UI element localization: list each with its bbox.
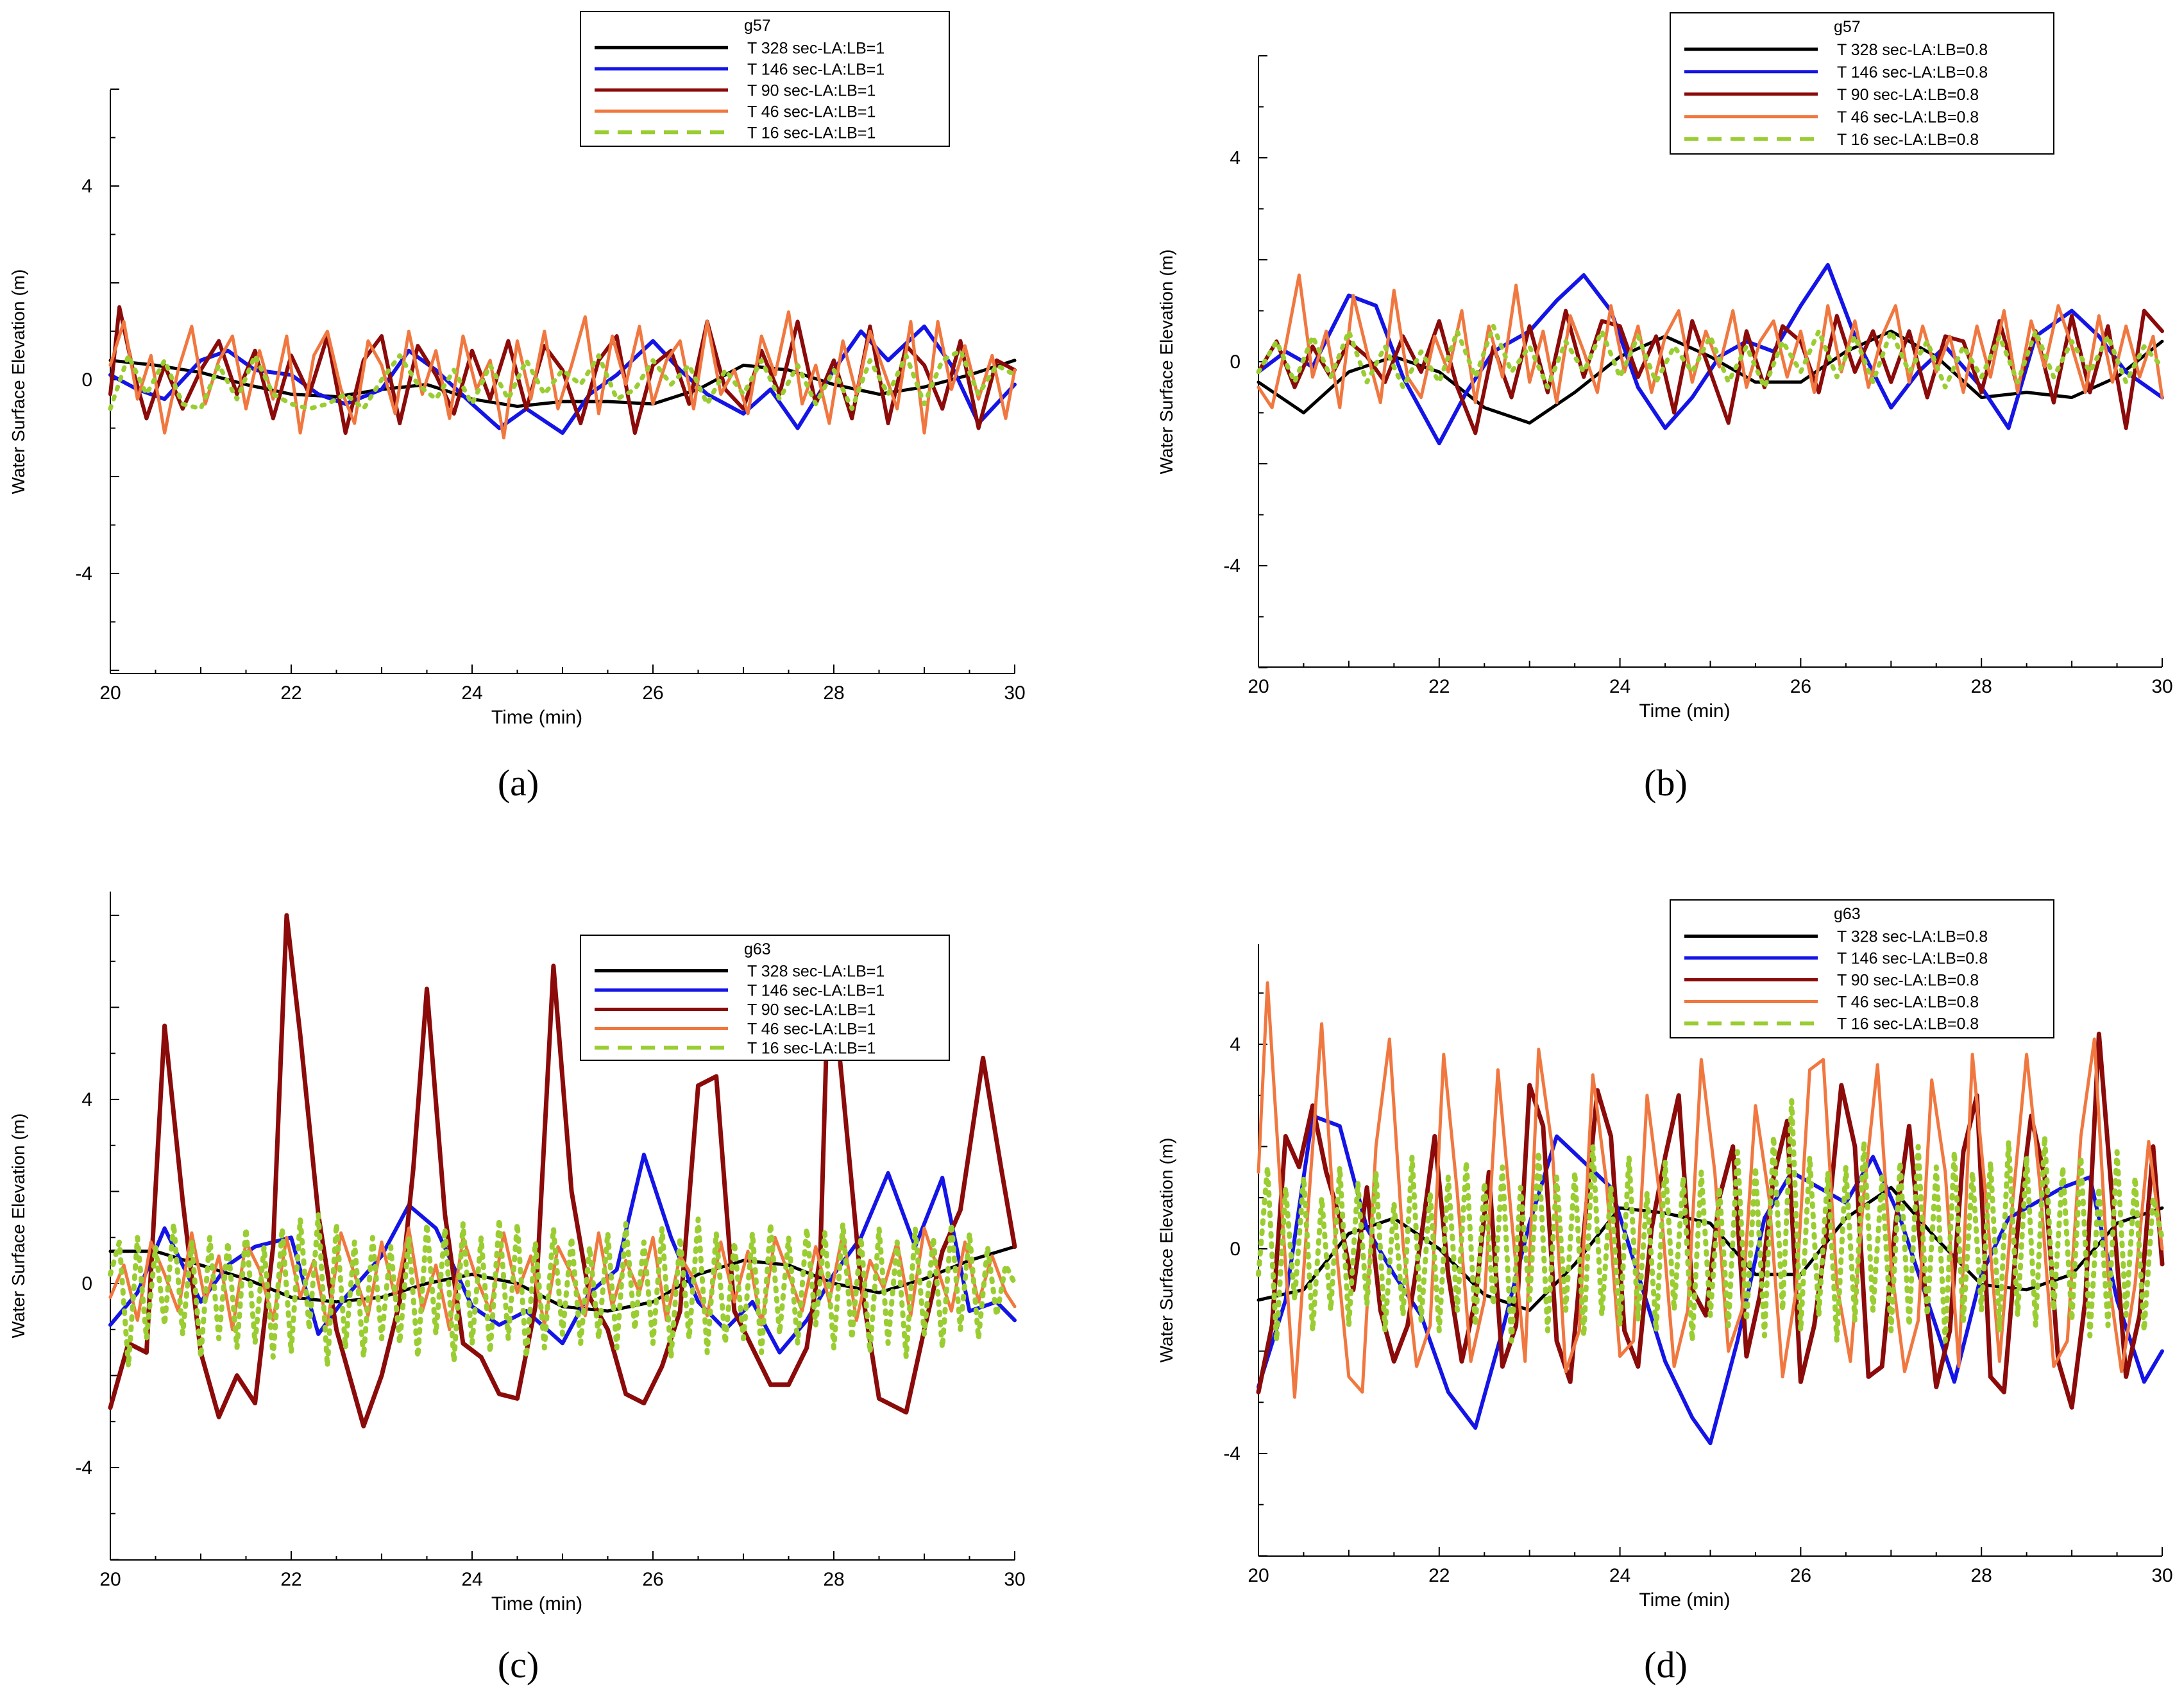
legend-label: T 46 sec-LA:LB=1	[747, 1021, 876, 1038]
x-tick-label: 30	[2151, 676, 2172, 697]
x-tick-label: 24	[1609, 676, 1630, 697]
legend-label: T 146 sec-LA:LB=0.8	[1837, 64, 1988, 81]
y-tick-label: 0	[81, 369, 92, 391]
x-axis-label: Time (min)	[1639, 700, 1730, 722]
x-tick-label: 30	[1004, 682, 1025, 704]
x-tick-label: 28	[823, 682, 844, 704]
series-line-T90	[110, 307, 1015, 433]
legend-label: T 146 sec-LA:LB=0.8	[1837, 950, 1988, 968]
legend-label: T 16 sec-LA:LB=0.8	[1837, 1015, 1979, 1033]
chart-panel-c: -4 0 4 20 22 24 26 28 30 Time (min) Water Surface …	[8, 892, 1026, 1686]
x-tick-label: 24	[1609, 1565, 1630, 1586]
y-tick-label: 0	[1230, 352, 1240, 373]
legend-label: T 46 sec-LA:LB=1	[747, 103, 876, 121]
legend-label: T 328 sec-LA:LB=0.8	[1837, 928, 1988, 946]
x-tick-label: 22	[1428, 1565, 1450, 1586]
legend: g63 T 328 sec-LA:LB=0.8 T 146 sec-LA:LB=0.…	[1670, 900, 2054, 1038]
legend-label: T 328 sec-LA:LB=0.8	[1837, 41, 1988, 59]
y-tick-label: 0	[1230, 1239, 1240, 1260]
x-tick-label: 26	[1790, 676, 1811, 697]
x-tick-label: 26	[642, 682, 663, 704]
y-tick-label: 4	[1230, 148, 1240, 169]
chart-panel-b: -4 0 4 20 22 24 26 28 30 Time (min) Water Surface …	[1156, 13, 2173, 804]
y-tick-label: -4	[1223, 555, 1240, 577]
y-axis-label: Water Surface Elevation (m)	[8, 1114, 28, 1339]
x-tick-label: 24	[461, 682, 482, 704]
legend-title: g63	[744, 940, 771, 958]
x-axis-label: Time (min)	[491, 1593, 582, 1614]
x-tick-label: 30	[1004, 1569, 1025, 1590]
legend-label: T 146 sec-LA:LB=1	[747, 60, 885, 78]
chart-panel-a: -4 0 4 20 22 24 26 28 30 Time (min) Water Surface …	[8, 12, 1026, 804]
legend-label: T 328 sec-LA:LB=1	[747, 963, 885, 981]
y-tick-label: 0	[81, 1273, 92, 1294]
legend-title: g63	[1834, 905, 1861, 923]
figure: -4 0 4 20 22 24 26 28 30 Time (min) Water Surface …	[0, 0, 2184, 1694]
legend-title: g57	[744, 17, 771, 35]
panel-caption: (b)	[1644, 762, 1688, 804]
legend-title: g57	[1834, 18, 1861, 36]
legend: g57 T 328 sec-LA:LB=1 T 146 sec-LA:LB=1 T 9…	[580, 12, 949, 146]
x-tick-label: 30	[2151, 1565, 2172, 1586]
legend-label: T 16 sec-LA:LB=1	[747, 1040, 876, 1058]
x-tick-label: 20	[1248, 1565, 1269, 1586]
y-tick-label: -4	[1223, 1443, 1240, 1464]
x-tick-label: 20	[99, 682, 121, 704]
x-axis-label: Time (min)	[1639, 1589, 1730, 1611]
y-tick-label: 4	[1230, 1034, 1240, 1055]
legend-label: T 90 sec-LA:LB=1	[747, 1001, 876, 1019]
legend-label: T 90 sec-LA:LB=0.8	[1837, 86, 1979, 104]
legend-label: T 90 sec-LA:LB=1	[747, 81, 876, 99]
legend-label: T 146 sec-LA:LB=1	[747, 982, 885, 1000]
y-tick-label: 4	[81, 176, 92, 197]
legend-label: T 46 sec-LA:LB=0.8	[1837, 994, 1979, 1012]
x-tick-label: 26	[1790, 1565, 1811, 1586]
x-tick-label: 24	[461, 1569, 482, 1590]
legend: g57 T 328 sec-LA:LB=0.8 T 146 sec-LA:LB=0.…	[1670, 13, 2054, 154]
legend-label: T 328 sec-LA:LB=1	[747, 39, 885, 57]
panel-caption: (a)	[498, 762, 539, 804]
x-tick-label: 28	[823, 1569, 844, 1590]
legend-label: T 90 sec-LA:LB=0.8	[1837, 972, 1979, 990]
x-tick-label: 22	[1428, 676, 1450, 697]
x-tick-label: 22	[280, 682, 301, 704]
y-tick-label: -4	[75, 1457, 92, 1478]
legend: g63 T 328 sec-LA:LB=1T 146 sec-LA:LB=1T 9…	[580, 935, 949, 1060]
y-tick-label: -4	[75, 563, 92, 584]
legend-label: T 16 sec-LA:LB=0.8	[1837, 131, 1979, 149]
y-axis-label: Water Surface Elevation (m)	[8, 269, 28, 495]
y-tick-label: 4	[81, 1089, 92, 1110]
x-tick-label: 28	[1971, 1565, 1992, 1586]
chart-panel-d: -4 0 4 20 22 24 26 28 30 Time (min) Water Surface …	[1156, 900, 2173, 1686]
x-tick-label: 20	[99, 1569, 121, 1590]
x-axis-label: Time (min)	[491, 707, 582, 728]
panel-caption: (c)	[498, 1644, 539, 1686]
x-tick-label: 28	[1971, 676, 1992, 697]
legend-label: T 16 sec-LA:LB=1	[747, 124, 876, 142]
panel-caption: (d)	[1644, 1644, 1688, 1686]
x-tick-label: 22	[280, 1569, 301, 1590]
x-tick-label: 20	[1248, 676, 1269, 697]
x-tick-label: 26	[642, 1569, 663, 1590]
legend-label: T 46 sec-LA:LB=0.8	[1837, 108, 1979, 126]
y-axis-label: Water Surface Elevation (m)	[1156, 1138, 1176, 1363]
y-axis-label: Water Surface Elevation (m)	[1156, 250, 1176, 475]
